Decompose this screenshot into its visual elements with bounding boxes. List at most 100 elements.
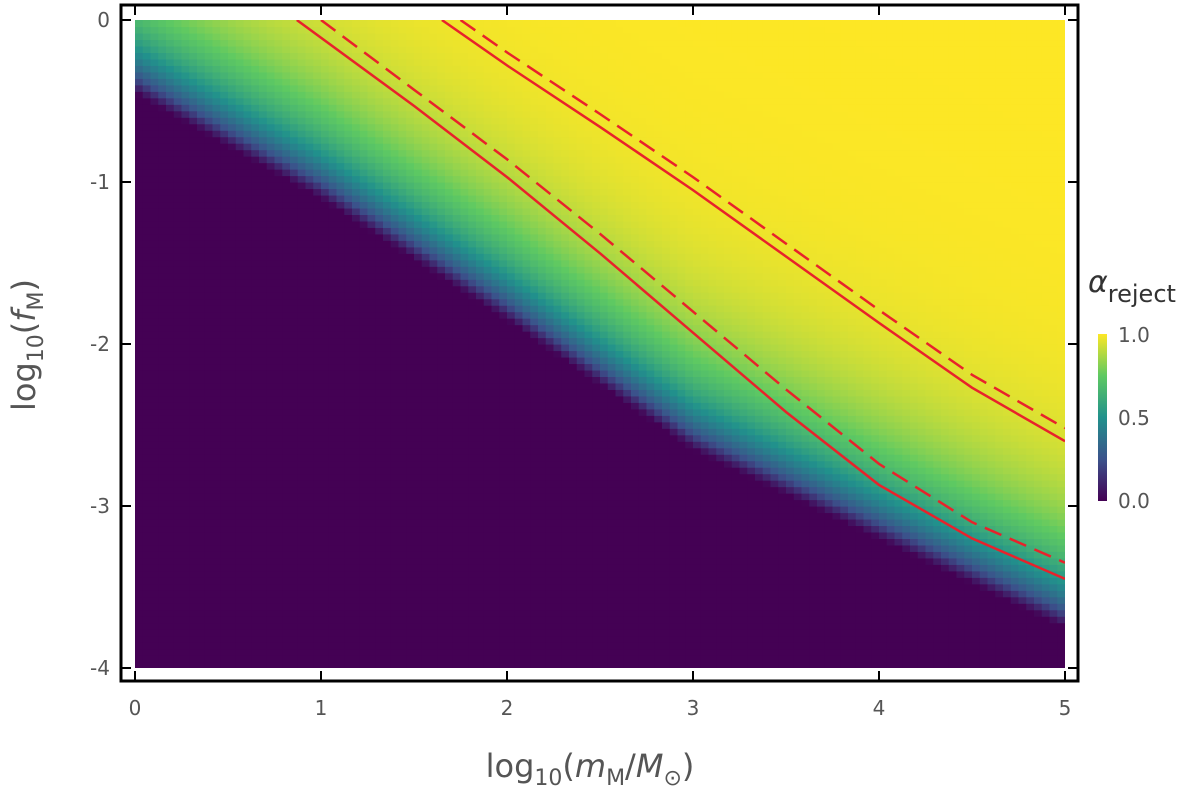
- heatmap-cell: [150, 506, 159, 514]
- heatmap-cell: [142, 78, 152, 86]
- heatmap-cell: [228, 544, 237, 552]
- heatmap-cell: [204, 97, 214, 105]
- heatmap-cell: [305, 369, 314, 377]
- heatmap-cell: [321, 408, 330, 416]
- heatmap-cell: [274, 512, 283, 520]
- heatmap-cell: [189, 525, 198, 533]
- heatmap-cell: [274, 45, 283, 53]
- heatmap-cell: [421, 648, 431, 656]
- heatmap-cell: [468, 259, 477, 267]
- heatmap-cell: [437, 363, 446, 371]
- heatmap-cell: [336, 104, 345, 112]
- heatmap-cell: [313, 123, 322, 131]
- heatmap-cell: [181, 616, 190, 624]
- heatmap-cell: [406, 454, 415, 462]
- heatmap-cell: [414, 331, 423, 339]
- heatmap-cell: [181, 531, 190, 539]
- heatmap-cell: [173, 408, 183, 416]
- heatmap-cell: [274, 298, 283, 306]
- heatmap-cell: [421, 395, 431, 403]
- heatmap-cell: [367, 78, 376, 86]
- heatmap-cell: [181, 506, 190, 514]
- heatmap-cell: [282, 194, 291, 203]
- heatmap-cell: [445, 525, 454, 533]
- heatmap-cell: [367, 454, 376, 462]
- heatmap-cell: [390, 376, 400, 384]
- heatmap-cell: [359, 324, 369, 332]
- heatmap-cell: [150, 389, 159, 397]
- heatmap-cell: [452, 311, 462, 319]
- heatmap-cell: [514, 104, 524, 112]
- heatmap-cell: [328, 97, 338, 105]
- heatmap-cell: [305, 480, 314, 488]
- heatmap-cell: [352, 20, 361, 28]
- heatmap-cell: [390, 441, 400, 449]
- heatmap-cell: [406, 45, 415, 53]
- heatmap-cell: [437, 635, 446, 643]
- heatmap-cell: [274, 143, 283, 151]
- heatmap-cell: [414, 551, 423, 559]
- heatmap-cell: [437, 428, 446, 436]
- heatmap-cell: [290, 350, 299, 358]
- heatmap-cell: [142, 324, 152, 332]
- heatmap-cell: [228, 123, 237, 131]
- heatmap-cell: [173, 538, 183, 546]
- heatmap-cell: [398, 434, 407, 442]
- heatmap-cell: [274, 369, 283, 377]
- heatmap-cell: [166, 214, 175, 222]
- heatmap-cell: [142, 512, 152, 520]
- heatmap-cell: [367, 395, 376, 403]
- heatmap-cell: [390, 369, 400, 377]
- heatmap-cell: [228, 58, 237, 66]
- heatmap-cell: [445, 58, 454, 66]
- heatmap-cell: [204, 311, 214, 319]
- heatmap-cell: [437, 603, 446, 611]
- heatmap-cell: [251, 570, 260, 578]
- heatmap-cell: [173, 557, 183, 565]
- heatmap-cell: [352, 544, 361, 552]
- heatmap-cell: [150, 616, 159, 624]
- heatmap-cell: [173, 570, 183, 578]
- heatmap-cell: [476, 577, 485, 585]
- heatmap-cell: [437, 194, 446, 203]
- heatmap-cell: [344, 609, 353, 617]
- heatmap-cell: [483, 557, 493, 565]
- heatmap-cell: [142, 428, 152, 436]
- heatmap-cell: [468, 117, 477, 125]
- heatmap-cell: [398, 266, 407, 274]
- heatmap-cell: [359, 279, 369, 287]
- heatmap-cell: [266, 493, 276, 501]
- heatmap-cell: [367, 577, 376, 585]
- heatmap-cell: [135, 220, 144, 228]
- heatmap-cell: [452, 292, 462, 300]
- heatmap-cell: [282, 207, 291, 215]
- heatmap-cell: [460, 506, 469, 514]
- heatmap-cell: [150, 473, 159, 481]
- heatmap-cell: [460, 415, 469, 423]
- heatmap-cell: [235, 58, 245, 66]
- heatmap-cell: [251, 454, 260, 462]
- heatmap-cell: [383, 285, 392, 293]
- heatmap-cell: [150, 324, 159, 332]
- heatmap-cell: [135, 84, 144, 92]
- heatmap-cell: [290, 26, 299, 34]
- heatmap-cell: [204, 531, 214, 539]
- heatmap-cell: [328, 201, 338, 209]
- heatmap-cell: [220, 305, 229, 313]
- heatmap-cell: [499, 78, 508, 86]
- heatmap-cell: [189, 518, 198, 527]
- heatmap-cell: [390, 661, 400, 668]
- heatmap-cell: [243, 32, 252, 41]
- heatmap-cell: [507, 130, 516, 138]
- heatmap-cell: [491, 460, 500, 468]
- heatmap-cell: [197, 473, 206, 481]
- heatmap-cell: [437, 583, 446, 591]
- heatmap-cell: [398, 428, 407, 436]
- heatmap-cell: [220, 616, 229, 624]
- heatmap-cell: [491, 363, 500, 371]
- heatmap-cell: [429, 369, 438, 377]
- heatmap-cell: [220, 110, 229, 118]
- heatmap-cell: [150, 233, 159, 241]
- heatmap-cell: [189, 460, 198, 468]
- heatmap-cell: [290, 518, 299, 527]
